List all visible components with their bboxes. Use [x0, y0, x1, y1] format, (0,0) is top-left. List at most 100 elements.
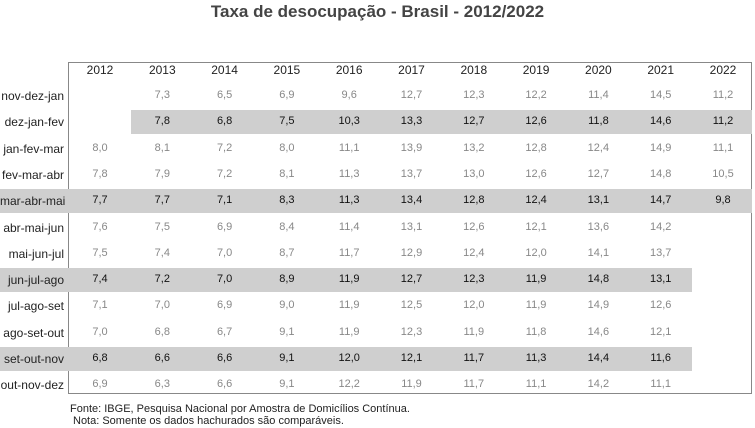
cell: 13,7: [400, 167, 423, 180]
cell: 11,9: [401, 378, 422, 391]
cell: 14,2: [587, 378, 610, 391]
column-header: 2012: [86, 63, 114, 77]
cell: 7,2: [154, 273, 170, 286]
cell: 7,3: [154, 89, 170, 101]
cell: 11,4: [588, 89, 609, 101]
cell: 6,6: [216, 352, 233, 364]
cell: 7,7: [154, 194, 170, 207]
cell: 11,8: [525, 325, 547, 338]
cell: 14,2: [649, 220, 672, 233]
cell: 7,5: [279, 115, 295, 128]
cell: 9,1: [279, 325, 295, 338]
cell: 11,1: [712, 141, 734, 154]
cell: 11,9: [338, 299, 360, 312]
cell: 9,1: [279, 378, 295, 391]
table-frame: [68, 62, 752, 394]
cell: 11,7: [463, 352, 485, 364]
cell: 13,1: [587, 194, 610, 207]
cell: 13,9: [400, 141, 423, 154]
cell: 12,4: [463, 246, 485, 259]
cell: 7,1: [216, 194, 233, 207]
cell: 7,4: [92, 273, 108, 286]
cell: 13,0: [463, 167, 485, 180]
cell: 12,7: [587, 167, 610, 180]
cell: 14,8: [649, 167, 672, 180]
cell: 8,0: [279, 141, 295, 154]
cell: 9,6: [341, 89, 357, 101]
column-header: 2022: [709, 63, 737, 77]
cell: 11,1: [650, 378, 671, 391]
cell: 11,9: [463, 325, 485, 338]
cell: 11,2: [712, 115, 734, 128]
cell: 6,8: [154, 325, 170, 338]
row-label: set-out-nov: [3, 352, 64, 366]
cell: 7,2: [216, 141, 233, 154]
cell: 8,1: [279, 167, 295, 180]
cell: 12,8: [525, 141, 547, 154]
cell: 6,9: [279, 89, 295, 101]
cell: 12,6: [525, 115, 547, 128]
cell: 7,6: [92, 220, 108, 233]
cell: 12,4: [525, 194, 547, 207]
cell: 12,3: [463, 273, 485, 286]
row-label: out-nov-dez: [0, 378, 64, 393]
row-label: fev-mar-abr: [1, 167, 64, 182]
cell: 6,7: [216, 325, 233, 338]
cell: 7,4: [154, 246, 170, 259]
cell: 12,6: [649, 299, 672, 312]
cell: 11,7: [463, 378, 485, 391]
cell: 13,7: [649, 246, 672, 259]
column-header: 2015: [273, 63, 301, 77]
row-label: jul-ago-set: [7, 299, 64, 314]
column-header: 2014: [211, 63, 238, 77]
cell: 10,5: [712, 167, 734, 180]
cell: 6,9: [216, 220, 233, 233]
cell: 12,0: [525, 246, 547, 259]
cell: 7,8: [154, 115, 170, 128]
column-header: 2013: [148, 63, 176, 77]
cell: 11,3: [338, 167, 360, 180]
cell: 12,6: [463, 220, 485, 233]
cell: 7,5: [92, 246, 108, 259]
cell: 12,6: [525, 167, 547, 180]
cell: 6,6: [154, 352, 170, 364]
cell: 14,1: [587, 246, 610, 259]
row-label: jan-fev-mar: [3, 141, 64, 156]
cell: 7,5: [154, 220, 170, 233]
highlight-band: [0, 189, 752, 214]
row-label: nov-dez-jan: [1, 89, 64, 103]
cell: 7,8: [92, 167, 108, 180]
row-label: mar-abr-mai: [0, 194, 66, 209]
row-label: dez-jan-fev: [4, 115, 64, 130]
cell: 9,1: [279, 352, 295, 364]
cell: 12,8: [463, 194, 485, 207]
cell: 7,0: [216, 273, 233, 286]
cell: 13,1: [649, 273, 672, 286]
cell: 11,9: [338, 325, 360, 338]
cell: 12,3: [400, 325, 423, 338]
cell: 14,8: [587, 273, 610, 286]
cell: 13,6: [587, 220, 610, 233]
cell: 8,0: [92, 141, 108, 154]
cell: 13,4: [400, 194, 423, 207]
cell: 11,3: [338, 194, 360, 207]
cell: 7,1: [92, 299, 108, 312]
cell: 12,2: [338, 378, 360, 391]
cell: 12,1: [649, 325, 672, 338]
cell: 12,9: [400, 246, 423, 259]
cell: 14,5: [649, 89, 672, 101]
highlight-band: [0, 268, 692, 293]
cell: 7,0: [154, 299, 170, 312]
cell: 6,9: [216, 299, 233, 312]
title: Taxa de desocupação - Brasil - 2012/2022: [210, 2, 545, 21]
column-header: 2016: [335, 63, 363, 77]
row-label: jun-jul-ago: [7, 273, 64, 288]
cell: 7,0: [216, 246, 233, 259]
cell: 14,6: [649, 115, 672, 128]
cell: 12,7: [400, 273, 423, 286]
highlight-band: [131, 110, 752, 135]
cell: 12,4: [587, 141, 610, 154]
cell: 6,8: [92, 352, 108, 364]
cell: 6,9: [92, 378, 108, 391]
cell: 6,8: [216, 115, 233, 128]
